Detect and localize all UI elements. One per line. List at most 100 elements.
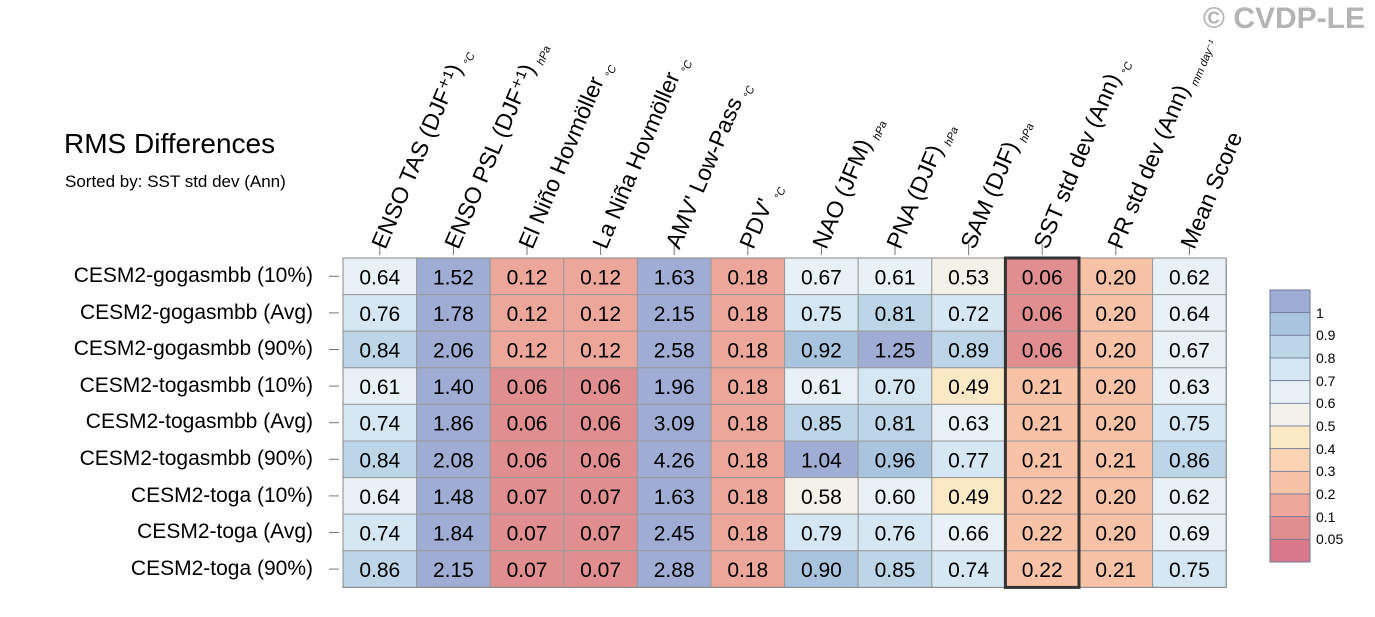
cell-value: 1.86 [433, 413, 474, 436]
cell-value: 0.81 [875, 413, 916, 436]
cell-value: 2.08 [433, 449, 474, 472]
cell-value: 0.61 [801, 376, 842, 399]
heatmap-cell [857, 257, 933, 296]
heatmap-cell [710, 440, 786, 479]
cell-value: 0.53 [948, 266, 989, 289]
cell-value: 1.25 [875, 340, 916, 363]
cell-value: 0.62 [1169, 266, 1210, 289]
cell-value: 0.18 [727, 449, 768, 472]
heatmap-cell [342, 330, 418, 369]
row-label: CESM2-gogasmbb (Avg) [79, 300, 313, 324]
heatmap-cell [1152, 294, 1227, 332]
heatmap-cell [1152, 330, 1227, 369]
cell-value: 0.12 [580, 340, 621, 363]
heatmap-cell [784, 294, 859, 332]
cell-value: 0.06 [1022, 303, 1063, 326]
cell-value: 0.07 [507, 523, 548, 546]
cell-value: 0.61 [359, 376, 400, 399]
cell-value: 0.20 [1095, 266, 1136, 289]
heatmap-cell [563, 330, 638, 369]
heatmap-cell [636, 330, 712, 369]
cell-value: 2.58 [654, 340, 695, 363]
cell-value: 0.21 [1095, 559, 1136, 582]
colorbar-swatch [1269, 380, 1311, 404]
heatmap-cell [857, 294, 933, 332]
colorbar-swatch [1269, 312, 1311, 336]
cell-value: 0.84 [359, 449, 400, 472]
row-label: CESM2-gogasmbb (90%) [73, 337, 313, 361]
cell-value: 0.07 [580, 523, 621, 546]
cell-value: 0.79 [801, 523, 842, 546]
heatmap-cell [1004, 550, 1080, 588]
heatmap-cell [1152, 550, 1227, 588]
cell-value: 1.52 [433, 266, 474, 289]
cell-value: 4.26 [654, 449, 695, 472]
cell-value: 1.96 [654, 376, 695, 399]
row-label: CESM2-togasmbb (10%) [79, 373, 313, 397]
cell-value: 0.07 [580, 486, 621, 509]
cell-value: 0.18 [727, 340, 768, 363]
cell-value: 0.62 [1169, 486, 1210, 509]
chart-subtitle: Sorted by: SST std dev (Ann) [65, 172, 286, 191]
heatmap-cell [1004, 367, 1080, 405]
chart-title: RMS Differences [64, 128, 276, 159]
cell-value: 0.76 [359, 303, 400, 326]
cell-value: 0.64 [359, 486, 400, 509]
cell-value: 0.63 [1169, 376, 1210, 399]
cell-value: 0.74 [359, 413, 400, 436]
heatmap-cell [857, 440, 933, 479]
heatmap-cell [1152, 403, 1227, 442]
heatmap-cell [1004, 513, 1080, 552]
cell-value: 0.64 [359, 266, 400, 289]
cell-value: 0.72 [948, 303, 989, 326]
heatmap-cell [1152, 513, 1227, 552]
cell-value: 2.45 [654, 523, 695, 546]
heatmap-cell [636, 367, 712, 405]
cell-value: 0.07 [580, 559, 621, 582]
cell-value: 1.84 [433, 523, 474, 546]
row-label: CESM2-toga (90%) [130, 556, 313, 580]
cell-value: 0.49 [948, 486, 989, 509]
colorbar-label: 0.3 [1316, 463, 1336, 480]
heatmap-cell [1078, 294, 1154, 332]
heatmap-cell [1004, 330, 1080, 369]
row-label: CESM2-togasmbb (Avg) [85, 410, 313, 434]
highlight-column-box [1003, 256, 1081, 589]
heatmap-cell [489, 403, 565, 442]
cell-value: 0.21 [1022, 413, 1063, 436]
cell-value: 0.49 [948, 376, 989, 399]
heatmap-cell [710, 550, 786, 588]
heatmap-cell [784, 550, 859, 588]
cell-value: 1.48 [433, 486, 474, 509]
colorbar-label: 0.4 [1316, 440, 1336, 457]
cell-value: 1.40 [433, 376, 474, 399]
heatmap-cell [857, 477, 933, 515]
cell-value: 0.06 [507, 413, 548, 436]
colorbar-label: 0.05 [1316, 531, 1344, 548]
row-label: CESM2-togasmbb (90%) [79, 447, 313, 470]
cell-value: 0.58 [801, 486, 842, 509]
cell-value: 0.06 [507, 449, 548, 472]
cell-value: 0.70 [875, 376, 916, 399]
colorbar-label: 0.2 [1316, 486, 1336, 502]
colorbar-label: 0.5 [1316, 418, 1336, 434]
heatmap-cell [636, 257, 712, 296]
cell-value: 0.21 [1022, 376, 1063, 399]
cell-value: 0.18 [727, 376, 768, 399]
heatmap-cell [342, 367, 418, 405]
cell-value: 0.66 [948, 523, 989, 546]
heatmap-cell [710, 513, 786, 552]
cell-value: 0.20 [1095, 486, 1136, 509]
cell-value: 1.63 [654, 266, 695, 289]
cell-value: 0.06 [580, 376, 621, 399]
cell-value: 0.20 [1095, 413, 1136, 436]
cell-value: 0.12 [580, 266, 621, 289]
colorbar-swatch [1269, 425, 1311, 450]
colorbar-swatch [1269, 334, 1311, 359]
heatmap-cell [1078, 513, 1154, 552]
colorbar-label: 0.7 [1316, 372, 1336, 389]
cell-value: 0.67 [801, 266, 842, 289]
cell-value: 0.06 [580, 449, 621, 472]
cell-value: 0.90 [801, 559, 842, 582]
